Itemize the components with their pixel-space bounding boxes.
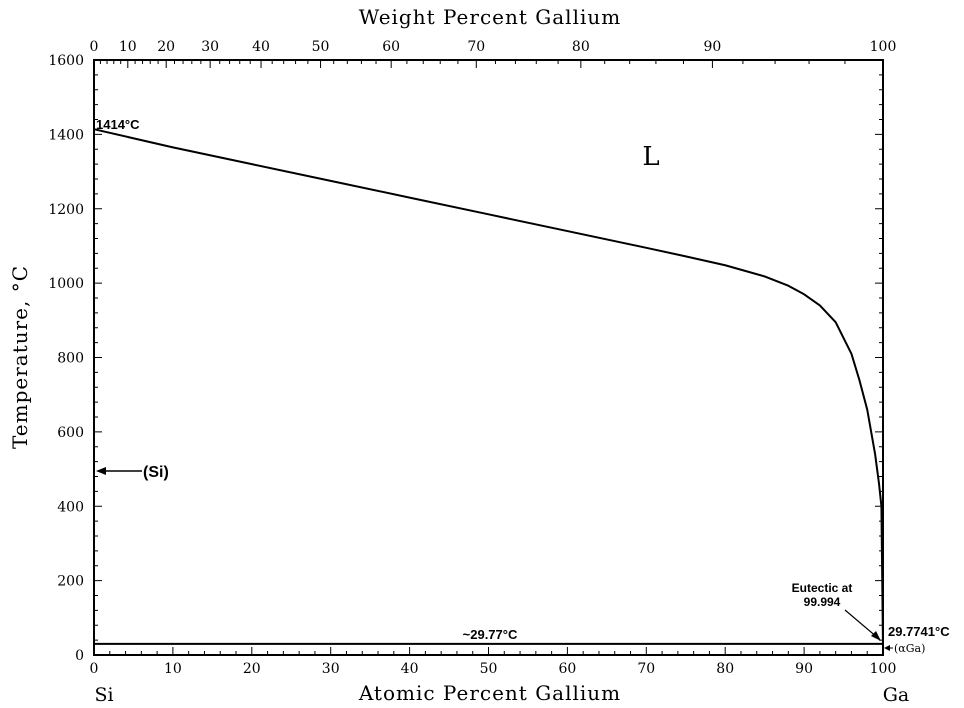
x-tick-label: 50 <box>480 661 498 677</box>
x-tick-label: 10 <box>164 661 182 677</box>
series-lines <box>93 128 884 645</box>
x2-tick-label: 0 <box>90 39 99 55</box>
x2-axis-title: Weight Percent Gallium <box>359 5 621 29</box>
x-tick-label: 80 <box>716 661 734 677</box>
plot-frame <box>93 59 884 656</box>
x2-tick-label: 20 <box>157 39 175 55</box>
arrowhead-eutectic <box>871 631 881 641</box>
arrow-eutectic <box>844 609 879 639</box>
y-tick-label: 600 <box>57 425 84 441</box>
y-tick-label: 0 <box>75 648 84 664</box>
y-tick-label: 200 <box>57 574 84 590</box>
annotation-si-melting: 1414°C <box>96 117 140 132</box>
arrowhead-si-phase <box>96 467 106 475</box>
x-tick-label: 60 <box>558 661 576 677</box>
annotation-eutectic-composition: 99.994 <box>804 595 841 609</box>
y-tick-label: 1600 <box>48 53 84 69</box>
y-tick-label: 1000 <box>48 276 84 292</box>
annotation-si-phase: (Si) <box>143 464 169 481</box>
annotation-eutectic-line: ~29.77°C <box>463 627 518 642</box>
y-tick-label: 1400 <box>48 127 84 143</box>
x2-tick-label: 10 <box>119 39 137 55</box>
x2-tick-label: 60 <box>382 39 400 55</box>
x2-tick-label: 30 <box>201 39 219 55</box>
liquidus-line <box>93 128 884 645</box>
y-tick-label: 800 <box>57 351 84 367</box>
x2-tick-label: 50 <box>312 39 330 55</box>
x-tick-label: 100 <box>870 661 897 677</box>
x-tick-label: 40 <box>401 661 419 677</box>
annotation-liquid: L <box>642 142 659 172</box>
y-tick-label: 400 <box>57 499 84 515</box>
x-axis-title: Atomic Percent Gallium <box>358 681 621 705</box>
x2-tick-label: 80 <box>572 39 590 55</box>
endpoint-label-ga: Ga <box>883 684 910 706</box>
x2-tick-label: 70 <box>467 39 485 55</box>
x-tick-label: 20 <box>243 661 261 677</box>
y-axis-title: Temperature, °C <box>8 265 32 449</box>
annotation-ga-melting: 29.7741°C <box>888 624 950 639</box>
x-tick-label: 0 <box>90 661 99 677</box>
y-tick-label: 1200 <box>48 202 84 218</box>
x-tick-label: 90 <box>795 661 813 677</box>
endpoint-label-si: Si <box>94 684 113 706</box>
annotation-eutectic-title: Eutectic at <box>792 581 853 595</box>
x2-tick-label: 90 <box>704 39 722 55</box>
x-tick-label: 30 <box>322 661 340 677</box>
arrowhead-ga-phase <box>884 645 890 651</box>
tick-marks <box>93 59 884 656</box>
annotation-ga-phase: (αGa) <box>894 642 925 655</box>
x2-tick-label: 40 <box>252 39 270 55</box>
tick-labels: 0 10 20 30 40 50 60 70 80 90 1000 10 20 30 40 50 60 70 80 9… <box>48 39 896 677</box>
x2-tick-label: 100 <box>870 39 897 55</box>
x-tick-label: 70 <box>637 661 655 677</box>
